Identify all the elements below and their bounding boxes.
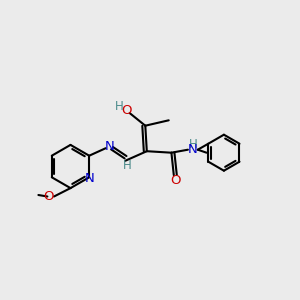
Text: O: O: [122, 103, 132, 117]
Text: N: N: [84, 172, 94, 185]
Text: H: H: [115, 100, 124, 113]
Text: N: N: [105, 140, 115, 153]
Text: H: H: [189, 138, 197, 151]
Text: N: N: [188, 143, 198, 156]
Text: O: O: [44, 190, 54, 203]
Text: H: H: [123, 159, 131, 172]
Text: O: O: [170, 174, 181, 187]
